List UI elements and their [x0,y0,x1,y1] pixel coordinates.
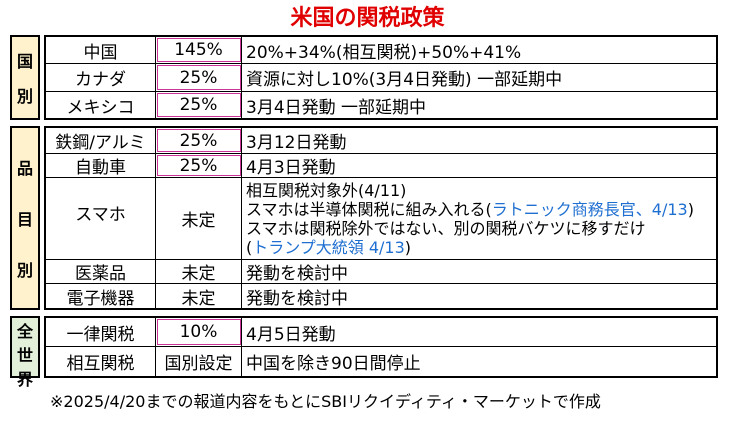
source-link-trump: トランプ大統領 4/13 [252,237,405,257]
row-detail: 20%+34%(相互関税)+50%+41% [246,42,522,63]
row-rate: 145% [156,37,242,63]
detail-line: 相互関税対象外(4/11) [246,180,407,200]
row-detail: 発動を検討中 [246,264,348,284]
row-rate: 未定 [156,178,242,259]
table-row-electronics: 電子機器 未定 発動を検討中 [46,284,716,309]
category-char: 目 [16,210,33,229]
row-rate: 25% [156,92,242,118]
table-row-auto: 自動車 25% 4月3日発動 [46,154,716,178]
source-link-lutnick: ラトニック商務長官、4/13 [491,199,688,219]
table-row-canada: カナダ 25% 資源に対し10%(3月4日発動) 一部延期中 [46,64,716,92]
detail-text: ( [246,237,253,257]
detail-line: スマホは関税除外ではない、別の関税バケツに移すだけ [246,218,646,238]
row-name: スマホ [46,178,156,259]
row-name: 医薬品 [46,260,156,284]
category-item-label: 品 目 別 [10,126,40,310]
item-section: 品 目 別 鉄鋼/アルミ 25% 3月12日発動 自動車 25% 4月3日発動 … [10,126,718,310]
row-detail: 4月3日発動 [246,158,336,178]
detail-line: スマホは半導体関税に組み入れる(ラトニック商務長官、4/13) [246,200,694,219]
row-detail: 発動を検討中 [246,288,348,309]
row-detail: 4月5日発動 [246,324,336,345]
row-detail-multi: 相互関税対象外(4/11) スマホは半導体関税に組み入れる(ラトニック商務長官、… [242,178,716,259]
category-char: 品 [16,159,33,178]
category-char: 国 [16,52,33,71]
row-rate: 未定 [156,260,242,284]
world-section: 全 世 界 一律関税 10% 4月5日発動 相互関税 国別設定 中国を除き90日… [10,316,718,389]
row-name: 一律関税 [46,318,156,346]
table-row-pharma: 医薬品 未定 発動を検討中 [46,260,716,284]
category-world-label: 全 世 界 [10,316,40,389]
table-row-mexico: メキシコ 25% 3月4日発動 一部延期中 [46,92,716,118]
row-name: 相互関税 [46,347,156,376]
world-table: 一律関税 10% 4月5日発動 相互関税 国別設定 中国を除き90日間停止 [44,316,718,378]
table-row-china: 中国 145% 20%+34%(相互関税)+50%+41% [46,37,716,64]
country-section: 国 別 中国 145% 20%+34%(相互関税)+50%+41% カナダ 25… [10,35,718,120]
category-char: 別 [16,87,33,106]
category-char: 世 [16,346,33,365]
row-name: 中国 [46,37,156,63]
detail-text: ) [687,199,694,219]
detail-line: (トランプ大統領 4/13) [246,238,411,257]
row-rate: 25% [156,128,242,153]
detail-text: スマホは半導体関税に組み入れる( [246,199,492,219]
row-rate: 未定 [156,284,242,309]
table-row-flat: 一律関税 10% 4月5日発動 [46,318,716,347]
source-note: ※2025/4/20までの報道内容をもとにSBIリクイディティ・マーケットで作成 [50,392,601,411]
row-rate: 国別設定 [156,347,242,376]
row-detail: 3月4日発動 一部延期中 [246,97,427,118]
detail-text: ) [404,237,412,257]
category-country-label: 国 別 [10,35,40,120]
table-row-reciprocal: 相互関税 国別設定 中国を除き90日間停止 [46,347,716,376]
country-table: 中国 145% 20%+34%(相互関税)+50%+41% カナダ 25% 資源… [44,35,718,120]
table-row-steel: 鉄鋼/アルミ 25% 3月12日発動 [46,128,716,154]
row-name: メキシコ [46,92,156,118]
row-rate: 25% [156,64,242,91]
row-detail: 資源に対し10%(3月4日発動) 一部延期中 [246,70,563,90]
item-table: 鉄鋼/アルミ 25% 3月12日発動 自動車 25% 4月3日発動 スマホ 未定… [44,126,718,310]
row-detail: 3月12日発動 [246,133,347,153]
row-name: 電子機器 [46,284,156,309]
row-detail: 中国を除き90日間停止 [246,354,421,374]
row-rate: 25% [156,154,242,177]
category-char: 別 [16,261,33,280]
table-row-phone: スマホ 未定 相互関税対象外(4/11) スマホは半導体関税に組み入れる(ラトニ… [46,178,716,260]
page-title: 米国の関税政策 [290,5,445,31]
category-char: 界 [16,370,33,389]
row-rate: 10% [156,318,242,346]
row-name: 鉄鋼/アルミ [46,128,156,153]
category-char: 全 [16,322,33,341]
row-name: カナダ [46,64,156,91]
row-name: 自動車 [46,154,156,178]
